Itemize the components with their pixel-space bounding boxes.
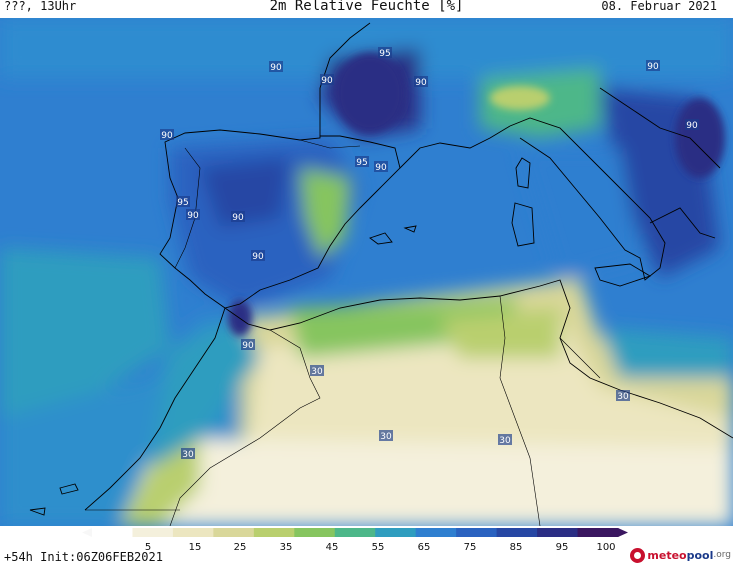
logo-text-3: .org [713,550,731,560]
colorbar-swatch [537,528,579,537]
contour-value: 30 [499,436,511,446]
coast-sicily [594,263,652,287]
contour-value: 90 [161,131,173,141]
contour-label: 95 [176,196,190,208]
contour-value: 90 [252,252,264,262]
colorbar-swatch [577,528,619,537]
coast-adriatic [599,87,721,169]
colorbar-tick: 75 [464,542,477,553]
colorbar-arrow-low [82,528,92,537]
colorbar-tick: 25 [234,542,247,553]
colorbar-tick: 5 [145,542,151,553]
coast-balearic [369,225,417,245]
contour-value: 95 [356,158,367,168]
coast-morocco [84,307,226,511]
contour-label: 90 [160,129,174,141]
colorbar-tick: 15 [189,542,202,553]
contour-value: 30 [311,367,323,377]
valid-date: 08. Februar 2021 [601,0,717,13]
init-time: +54h Init:06Z06FEB2021 [4,550,163,564]
contour-label: 95 [355,156,369,168]
humidity-field [0,18,733,526]
colorbar-arrow [618,528,628,537]
coast-iberia [159,88,401,309]
contour-label: 90 [186,209,200,221]
colorbar-swatch [213,528,255,537]
colorbar: 5 15 25 35 45 55 65 75 85 95 100 [82,528,628,553]
colorbar-tick: 95 [556,542,569,553]
contour-label: 90 [414,76,428,88]
contour-label: 90 [646,60,660,72]
colorbar-swatch [375,528,417,537]
colorbar-swatch [294,528,336,537]
contour-value: 90 [647,62,659,72]
contour-value: 90 [187,211,199,221]
contour-label: 30 [498,434,512,446]
logo-icon [630,547,646,563]
colorbar-swatch [172,528,214,537]
header-bar: ???, 13Uhr 2m Relative Feuchte [%] 08. F… [0,0,733,18]
colorbar-tick: 100 [596,542,615,553]
coast-canaries [29,483,79,516]
contour-value: 30 [182,450,194,460]
contour-value: 30 [617,392,629,402]
colorbar-swatch [456,528,498,537]
colorbar-swatch [415,528,457,537]
map-title: 2m Relative Feuchte [%] [269,0,464,14]
colorbar-tick: 55 [372,542,385,553]
valid-time: ???, 13Uhr [4,0,77,13]
contour-label: 30 [379,430,393,442]
colorbar-swatch [132,528,174,537]
colorbar-swatch [253,528,295,537]
logo-text-2: pool [686,548,714,562]
coast-italy [509,117,716,281]
contour-value: 90 [686,121,698,131]
colorbar-swatch [92,528,133,537]
colorbar-tick: 65 [418,542,431,553]
contour-label: 90 [320,74,334,86]
contour-label: 90 [269,61,283,73]
coast-france [319,22,511,169]
colorbar-swatch [334,528,376,537]
contour-label: 30 [181,448,195,460]
contour-label: 30 [616,390,630,402]
coast-corsica [515,157,531,189]
coast-sardinia [511,202,535,247]
meteopool-logo: meteo pool .org [630,546,731,564]
contour-label: 90 [685,119,699,131]
contour-label: 30 [310,365,324,377]
contour-label: 90 [241,339,255,351]
contour-value: 90 [415,78,427,88]
colorbar-tick: 85 [510,542,523,553]
contour-label: 90 [231,211,245,223]
contour-value: 90 [321,76,333,86]
contour-label: 95 [378,47,392,59]
contour-value: 90 [270,63,282,73]
contour-value: 90 [242,341,254,351]
humidity-map: 90 95 90 90 90 90 90 95 90 95 90 90 90 90 30 30 30 30 30 [0,18,733,526]
contour-value: 90 [232,213,244,223]
colorbar-tick: 45 [326,542,339,553]
contour-value: 30 [380,432,392,442]
colorbar-swatch [496,528,538,537]
logo-text-1: meteo [647,548,687,562]
legend-bar: 5 15 25 35 45 55 65 75 85 95 100 +54h Init:06Z06FE… [0,526,733,566]
colorbar-tick: 35 [280,542,293,553]
contour-value: 95 [379,49,390,59]
contour-label: 90 [251,250,265,262]
contour-label: 90 [374,161,388,173]
contour-value: 90 [375,163,387,173]
contour-labels: 90 95 90 90 90 90 90 95 90 95 90 90 90 90 30 30 30 30 30 [160,47,699,460]
contour-value: 95 [177,198,188,208]
